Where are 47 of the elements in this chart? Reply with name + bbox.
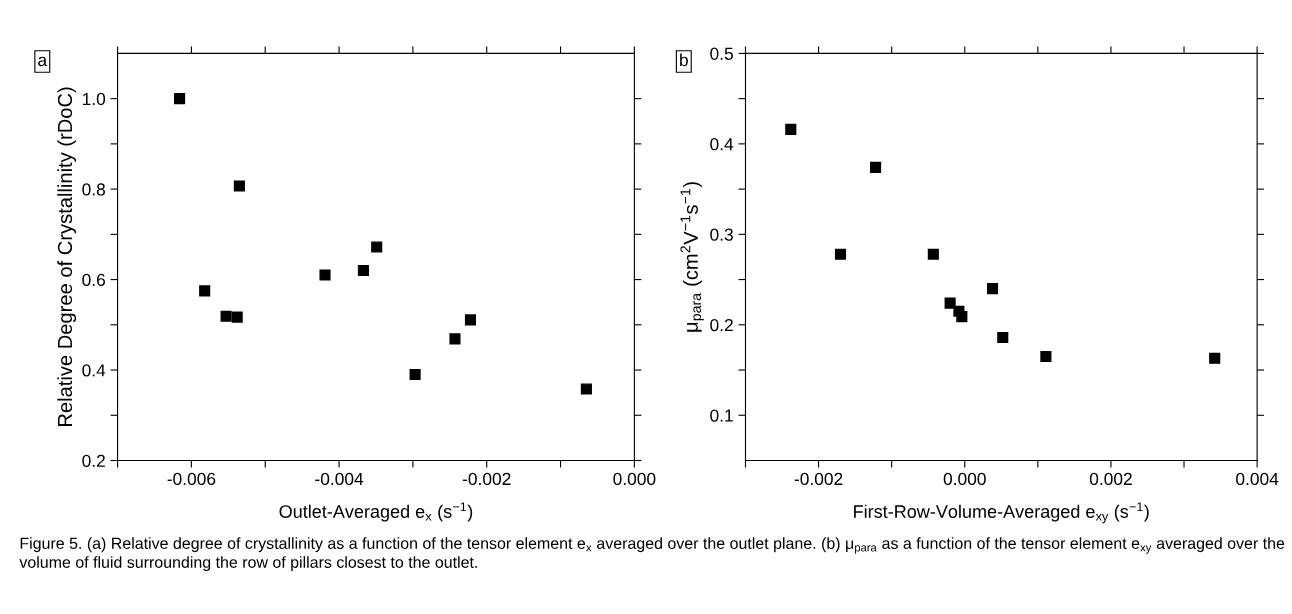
point xyxy=(956,311,968,323)
x-tick-label: 0.004 xyxy=(1236,472,1279,486)
y-tick-label: 0.4 xyxy=(82,364,106,377)
point xyxy=(357,264,369,277)
y-tick-label: 0.2 xyxy=(710,318,733,332)
point xyxy=(220,310,232,322)
y-axis-title: Relative Degree of Crystallinity (rDoC) xyxy=(57,87,77,426)
x-axis-title: First-Row-Volume-Averaged e$_{xy}$ (s$^{−1}$) xyxy=(854,502,1149,524)
point xyxy=(580,383,592,395)
x-axis-title: Outlet-Averaged e$_{x}$ (s$^{−1}$) xyxy=(279,502,473,522)
y-tick-label: 0.1 xyxy=(710,409,733,422)
point xyxy=(371,241,383,253)
point xyxy=(986,283,999,295)
y-tick-label: 0.3 xyxy=(710,228,733,241)
text: Figure 5. (a) Relative degree of crystallinity as a function of the tensor element e$_{x}$ averaged over the outlet plane. (b) μ$_{para}$ as a function of the tensor element e$_{xy}$ averaged over the volume of fluid surrounding the row of pillars closest to the outlet. xyxy=(19,537,1285,572)
point xyxy=(997,331,1009,344)
point xyxy=(319,269,331,281)
point xyxy=(1040,350,1052,363)
point xyxy=(233,180,245,192)
x-tick-label: 0.002 xyxy=(1089,472,1132,486)
y-tick-label: 0.2 xyxy=(82,454,105,467)
y-tick-label: 0.5 xyxy=(710,47,733,60)
text: a xyxy=(38,56,48,67)
text: b xyxy=(680,53,688,67)
text: μ$_{para}$ (cm$^{2}$V$^{−1}$s$^{−1}$) xyxy=(680,182,704,332)
point xyxy=(199,285,211,297)
point xyxy=(785,123,797,135)
x-tick-label: 0.000 xyxy=(943,472,986,486)
x-tick-label: -0.002 xyxy=(794,472,843,486)
point xyxy=(409,369,421,381)
point xyxy=(449,333,461,345)
point xyxy=(834,248,847,260)
point xyxy=(1209,352,1221,364)
y-tick-label: 0.6 xyxy=(82,273,106,287)
point xyxy=(944,297,956,309)
x-tick-label: -0.006 xyxy=(167,472,216,486)
point xyxy=(870,161,882,173)
point xyxy=(927,248,939,260)
point xyxy=(174,93,186,105)
y-tick-label: 0.8 xyxy=(82,183,106,196)
y-tick-label: 1.0 xyxy=(82,92,106,106)
x-tick-label: -0.002 xyxy=(462,472,511,486)
point xyxy=(464,314,477,326)
x-tick-label: 0.000 xyxy=(613,472,656,486)
y-tick-label: 0.4 xyxy=(710,138,734,151)
point xyxy=(231,311,243,323)
x-tick-label: -0.004 xyxy=(315,472,364,486)
